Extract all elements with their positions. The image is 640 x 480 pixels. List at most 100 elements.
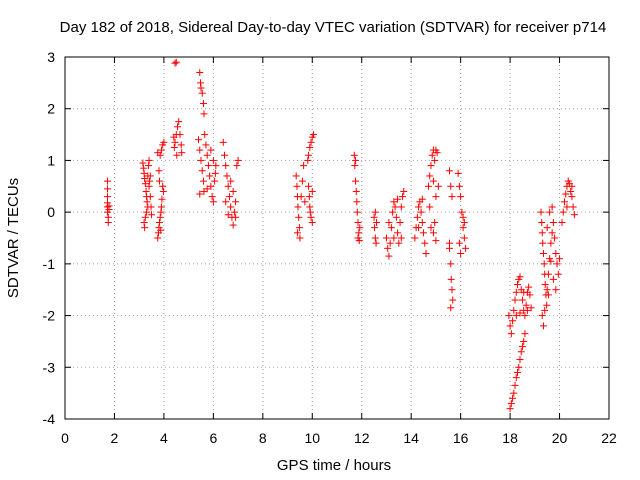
data-point [400, 187, 408, 195]
data-point [230, 208, 238, 216]
data-point [427, 162, 435, 170]
x-tick-label: 14 [403, 430, 419, 446]
data-point [304, 156, 312, 164]
data-point [514, 368, 522, 376]
data-point [560, 198, 568, 206]
data-point [421, 239, 429, 247]
data-point [174, 123, 182, 131]
data-point [543, 301, 551, 309]
y-tick-labels: -4 -3 -2 -1 0 1 2 3 [43, 49, 56, 427]
y-tick-label: -2 [43, 308, 56, 324]
data-point [455, 239, 463, 247]
data-point [203, 151, 211, 159]
data-point [143, 208, 151, 216]
y-tick-label: -1 [43, 256, 56, 272]
data-point [307, 138, 315, 146]
data-point [558, 218, 566, 226]
data-point [353, 198, 361, 206]
data-point [454, 169, 462, 177]
data-point [141, 224, 149, 232]
data-point [447, 260, 455, 268]
data-point [139, 159, 147, 167]
data-point [371, 234, 379, 242]
data-point [552, 286, 560, 294]
data-point [198, 167, 206, 175]
data-point [208, 193, 216, 201]
data-point [422, 250, 430, 258]
data-point [198, 89, 206, 97]
data-point [417, 208, 425, 216]
y-tick-label: -3 [43, 359, 56, 375]
data-point [295, 224, 303, 232]
data-point [293, 182, 301, 190]
data-point [155, 218, 163, 226]
data-point [170, 144, 178, 151]
data-point [305, 193, 313, 201]
data-point [356, 224, 364, 232]
data-point [200, 110, 208, 118]
data-point [171, 59, 179, 67]
data-point [196, 146, 204, 154]
x-tick-label: 2 [111, 430, 119, 446]
data-point [154, 149, 162, 157]
data-point [307, 213, 315, 221]
data-point [570, 211, 578, 219]
data-point [308, 187, 316, 195]
data-point [199, 177, 207, 185]
data-point [173, 151, 181, 159]
data-point [355, 229, 363, 237]
data-point [520, 288, 528, 296]
data-point [385, 252, 393, 260]
data-point [233, 162, 241, 170]
data-point [301, 198, 309, 206]
data-point [396, 218, 404, 226]
data-point [415, 203, 423, 211]
data-point [556, 255, 564, 263]
data-point [516, 273, 524, 281]
y-tick-label: 0 [47, 204, 55, 220]
data-point [170, 133, 178, 141]
data-point [143, 198, 151, 206]
chart-title: Day 182 of 2018, Sidereal Day-to-day VTE… [60, 19, 607, 36]
data-point [395, 239, 403, 247]
data-point [204, 162, 212, 170]
data-point [507, 330, 515, 338]
data-point [522, 301, 530, 309]
data-point [512, 288, 520, 296]
data-point [387, 224, 395, 232]
data-point [432, 237, 440, 245]
data-point [159, 182, 167, 190]
data-point [447, 304, 455, 312]
data-point [199, 100, 207, 108]
data-point [104, 185, 112, 193]
data-point [211, 169, 219, 177]
data-point [397, 234, 405, 242]
data-point [227, 203, 235, 211]
data-point [527, 304, 535, 312]
data-point [548, 229, 556, 237]
data-point [227, 177, 235, 185]
data-point [148, 211, 156, 219]
data-point [352, 187, 360, 195]
data-point [505, 312, 513, 320]
data-point [300, 162, 308, 170]
data-point [156, 213, 164, 221]
data-point [207, 182, 215, 190]
x-tick-labels: 0 2 4 6 8 10 12 14 16 18 20 22 [61, 430, 617, 446]
data-point [543, 286, 551, 294]
data-point [544, 291, 552, 299]
data-point [297, 193, 305, 201]
data-point [157, 146, 165, 154]
data-point [232, 198, 240, 206]
data-point [510, 389, 518, 397]
data-point [420, 229, 428, 237]
data-point [222, 198, 230, 206]
data-point [539, 250, 547, 258]
data-point [209, 198, 217, 206]
data-point [520, 337, 528, 345]
data-point [392, 213, 400, 221]
data-point [568, 182, 576, 190]
data-point [305, 151, 313, 159]
x-tick-label: 6 [209, 430, 217, 446]
